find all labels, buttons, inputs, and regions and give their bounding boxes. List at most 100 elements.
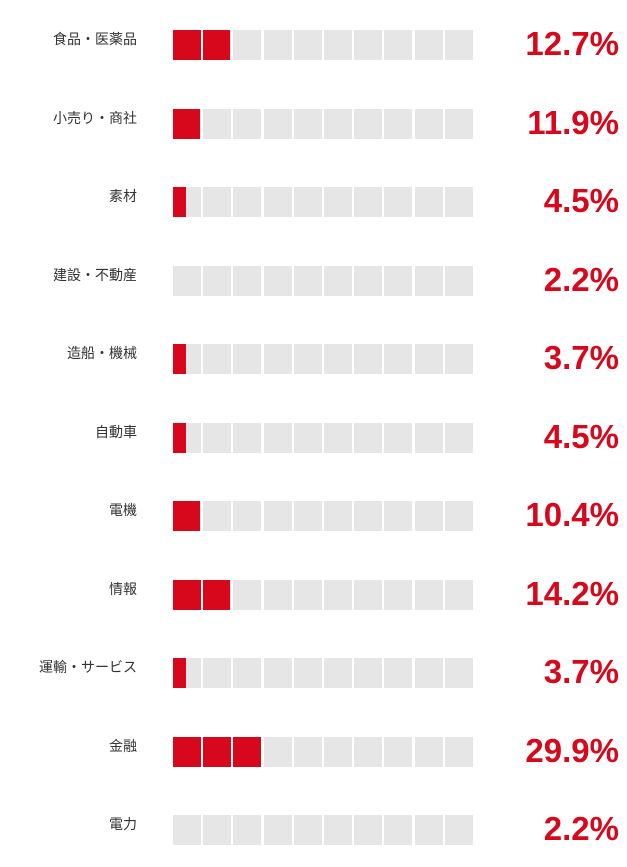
bar-cell: [293, 736, 322, 767]
bar-fill: [173, 108, 200, 139]
bar-cell: [203, 187, 232, 217]
bar-cell: [354, 187, 383, 217]
bar-fill: [173, 501, 200, 531]
bar-cell: [414, 815, 443, 845]
bar-cell: [203, 658, 232, 688]
bar-cell: [263, 265, 292, 296]
bar-cell: [263, 815, 292, 845]
chart-row: 情報 14.2%: [0, 572, 627, 632]
bar-cell: [324, 815, 352, 845]
bar-cell: [324, 265, 352, 296]
bar-cell: [293, 108, 322, 139]
bar-cell: [293, 265, 322, 296]
bar-cell: [444, 422, 473, 453]
bar-cell: [354, 265, 383, 296]
bar-cell: [203, 579, 232, 610]
bar-track: [173, 30, 474, 60]
bar-cell: [173, 579, 201, 610]
bar-cell: [203, 815, 232, 845]
chart-row: 金融 29.9%: [0, 729, 627, 789]
bar-cell: [324, 30, 352, 60]
value-label: 29.9%: [525, 731, 619, 769]
bar-cell: [293, 187, 322, 217]
category-label: 素材: [109, 189, 137, 205]
category-label: 電機: [109, 503, 137, 519]
bar-cell: [233, 736, 262, 767]
bar-track: [173, 501, 474, 531]
bar-cell: [384, 736, 413, 767]
bar-fill: [173, 187, 187, 217]
value-label: 2.2%: [543, 810, 619, 847]
category-label: 造船・機械: [67, 346, 137, 362]
chart-row: 運輸・サービス 3.7%: [0, 650, 627, 710]
bar-cell: [354, 815, 383, 845]
bar-cell: [354, 658, 383, 688]
category-label: 食品・医薬品: [53, 32, 137, 48]
bar-cell: [384, 579, 413, 610]
bar-cell: [233, 30, 262, 60]
bar-cell: [414, 187, 443, 217]
bar-cell: [384, 501, 413, 531]
bar-cell: [293, 579, 322, 610]
bar-cell: [324, 108, 352, 139]
bar-cell: [263, 108, 292, 139]
bar-cell: [173, 187, 201, 217]
category-label: 金融: [109, 738, 137, 755]
bar-cell: [354, 501, 383, 531]
bar-cell: [324, 422, 352, 453]
bar-cell: [233, 108, 262, 139]
bar-cell: [203, 736, 232, 767]
bar-fill: [203, 736, 232, 767]
bar-cell: [324, 344, 352, 374]
bar-cell: [444, 30, 473, 60]
bar-track: [173, 108, 474, 139]
bar-cell: [173, 815, 201, 845]
bar-track: [173, 579, 474, 610]
bar-cell: [414, 579, 443, 610]
bar-cell: [293, 422, 322, 453]
bar-cell: [203, 422, 232, 453]
bar-cell: [384, 30, 413, 60]
value-label: 12.7%: [525, 25, 619, 62]
bar-track: [173, 187, 474, 217]
bar-cell: [444, 501, 473, 531]
bar-cell: [414, 344, 443, 374]
bar-cell: [444, 108, 473, 139]
bar-cell: [293, 344, 322, 374]
bar-cell: [293, 815, 322, 845]
bar-cell: [233, 265, 262, 296]
bar-track: [173, 815, 474, 845]
bar-cell: [173, 736, 201, 767]
value-label: 2.2%: [543, 260, 619, 298]
bar-track: [173, 736, 474, 767]
bar-cell: [444, 187, 473, 217]
category-label: 自動車: [95, 424, 137, 441]
bar-cell: [233, 187, 262, 217]
bar-cell: [444, 579, 473, 610]
bar-cell: [293, 658, 322, 688]
bar-cell: [233, 815, 262, 845]
value-label: 11.9%: [527, 103, 619, 141]
bar-cell: [354, 344, 383, 374]
bar-cell: [414, 30, 443, 60]
bar-track: [173, 265, 474, 296]
bar-cell: [203, 108, 232, 139]
bar-track: [173, 422, 474, 453]
bar-cell: [384, 344, 413, 374]
bar-cell: [173, 658, 201, 688]
bar-cell: [203, 30, 232, 60]
bar-cell: [173, 30, 201, 60]
chart-row: 電力 2.2%: [0, 807, 627, 867]
bar-cell: [444, 344, 473, 374]
bar-cell: [173, 422, 201, 453]
bar-cell: [384, 108, 413, 139]
bar-cell: [203, 265, 232, 296]
bar-cell: [263, 422, 292, 453]
value-label: 4.5%: [543, 417, 619, 455]
bar-cell: [444, 736, 473, 767]
bar-track: [173, 658, 474, 688]
bar-cell: [263, 344, 292, 374]
category-label: 建設・不動産: [53, 267, 137, 284]
bar-cell: [203, 501, 232, 531]
